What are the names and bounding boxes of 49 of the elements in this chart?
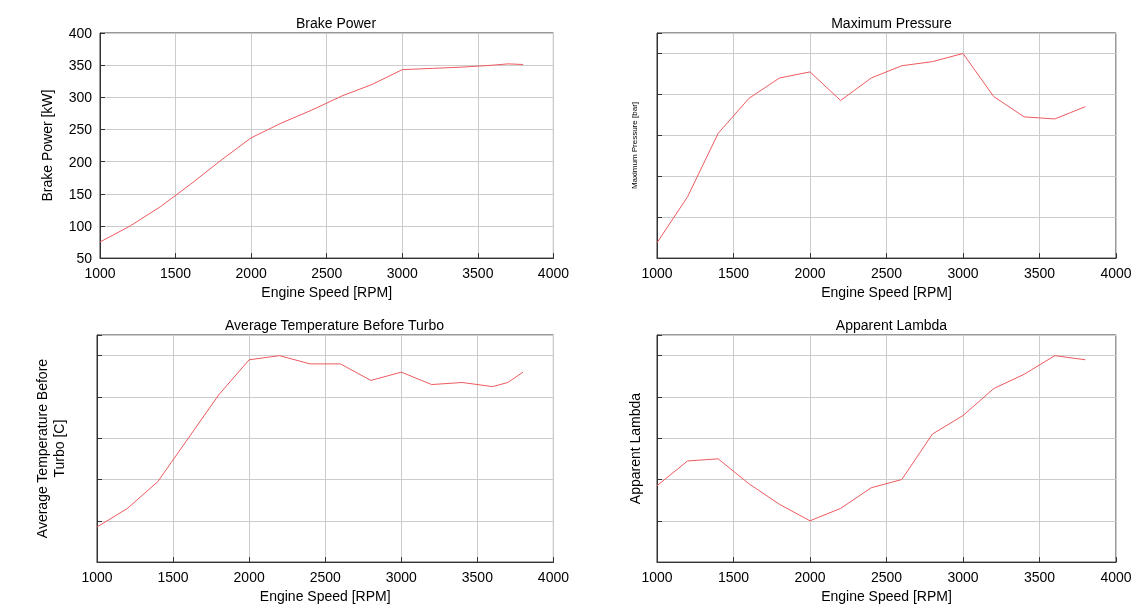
x-tick-label: 3000	[385, 569, 418, 586]
x-axis-title: Engine Speed [RPM]	[259, 588, 391, 604]
x-tick-label: 1500	[159, 265, 192, 282]
x-tick-label: 4000	[1100, 265, 1132, 282]
x-tick-label: 1500	[717, 569, 750, 586]
y-axis-title: Average Temperature Before Turbo [C]	[33, 358, 67, 539]
x-tick-label: 3500	[1023, 265, 1056, 282]
y-tick-label: 100	[68, 217, 93, 234]
x-tick-label: 4000	[537, 569, 570, 586]
chart-title: Brake Power	[295, 15, 377, 31]
x-tick-label: 1000	[84, 265, 116, 282]
x-tick-label: 4000	[537, 265, 570, 282]
x-tick-label: 3500	[1023, 569, 1056, 586]
x-tick-label: 1000	[81, 569, 113, 586]
y-axis-title: Maximum Pressure [bar]	[630, 101, 639, 190]
y-tick-label: 150	[68, 185, 93, 202]
x-axis-title: Engine Speed [RPM]	[261, 284, 393, 300]
y-tick-label: 200	[68, 153, 93, 170]
y-tick-label: 250	[68, 121, 93, 138]
x-tick-label: 2000	[233, 569, 265, 586]
x-tick-label: 4000	[1100, 569, 1132, 586]
x-axis-title: Engine Speed [RPM]	[821, 284, 952, 300]
x-tick-label: 2500	[870, 265, 903, 282]
x-tick-label: 2000	[235, 265, 267, 282]
x-tick-label: 2500	[309, 569, 341, 586]
chart-title: Maximum Pressure	[831, 15, 952, 31]
x-axis-title: Engine Speed [RPM]	[821, 588, 952, 604]
line-series	[99, 63, 524, 243]
chart-title: Average Temperature Before Turbo	[225, 317, 445, 333]
x-tick-label: 3500	[462, 265, 494, 282]
x-tick-label: 2500	[870, 569, 903, 586]
x-tick-label: 2000	[794, 569, 826, 586]
y-tick-label: 50	[76, 250, 93, 267]
x-tick-label: 3000	[947, 265, 979, 282]
x-tick-label: 3500	[461, 569, 494, 586]
x-tick-label: 1500	[157, 569, 189, 586]
y-tick-label: 350	[68, 57, 93, 74]
y-tick-label: 300	[68, 89, 93, 106]
x-tick-label: 3000	[947, 569, 979, 586]
y-axis-title: Apparent Lambda	[626, 392, 643, 505]
x-tick-label: 2500	[311, 265, 343, 282]
y-axis-title: Brake Power [kW]	[38, 89, 55, 202]
x-tick-label: 3000	[386, 265, 419, 282]
y-tick-label: 400	[68, 25, 93, 41]
x-tick-label: 1500	[717, 265, 750, 282]
x-tick-label: 1000	[641, 265, 673, 282]
x-tick-label: 2000	[794, 265, 826, 282]
chart-title: Apparent Lambda	[835, 317, 948, 333]
x-tick-label: 1000	[641, 569, 673, 586]
